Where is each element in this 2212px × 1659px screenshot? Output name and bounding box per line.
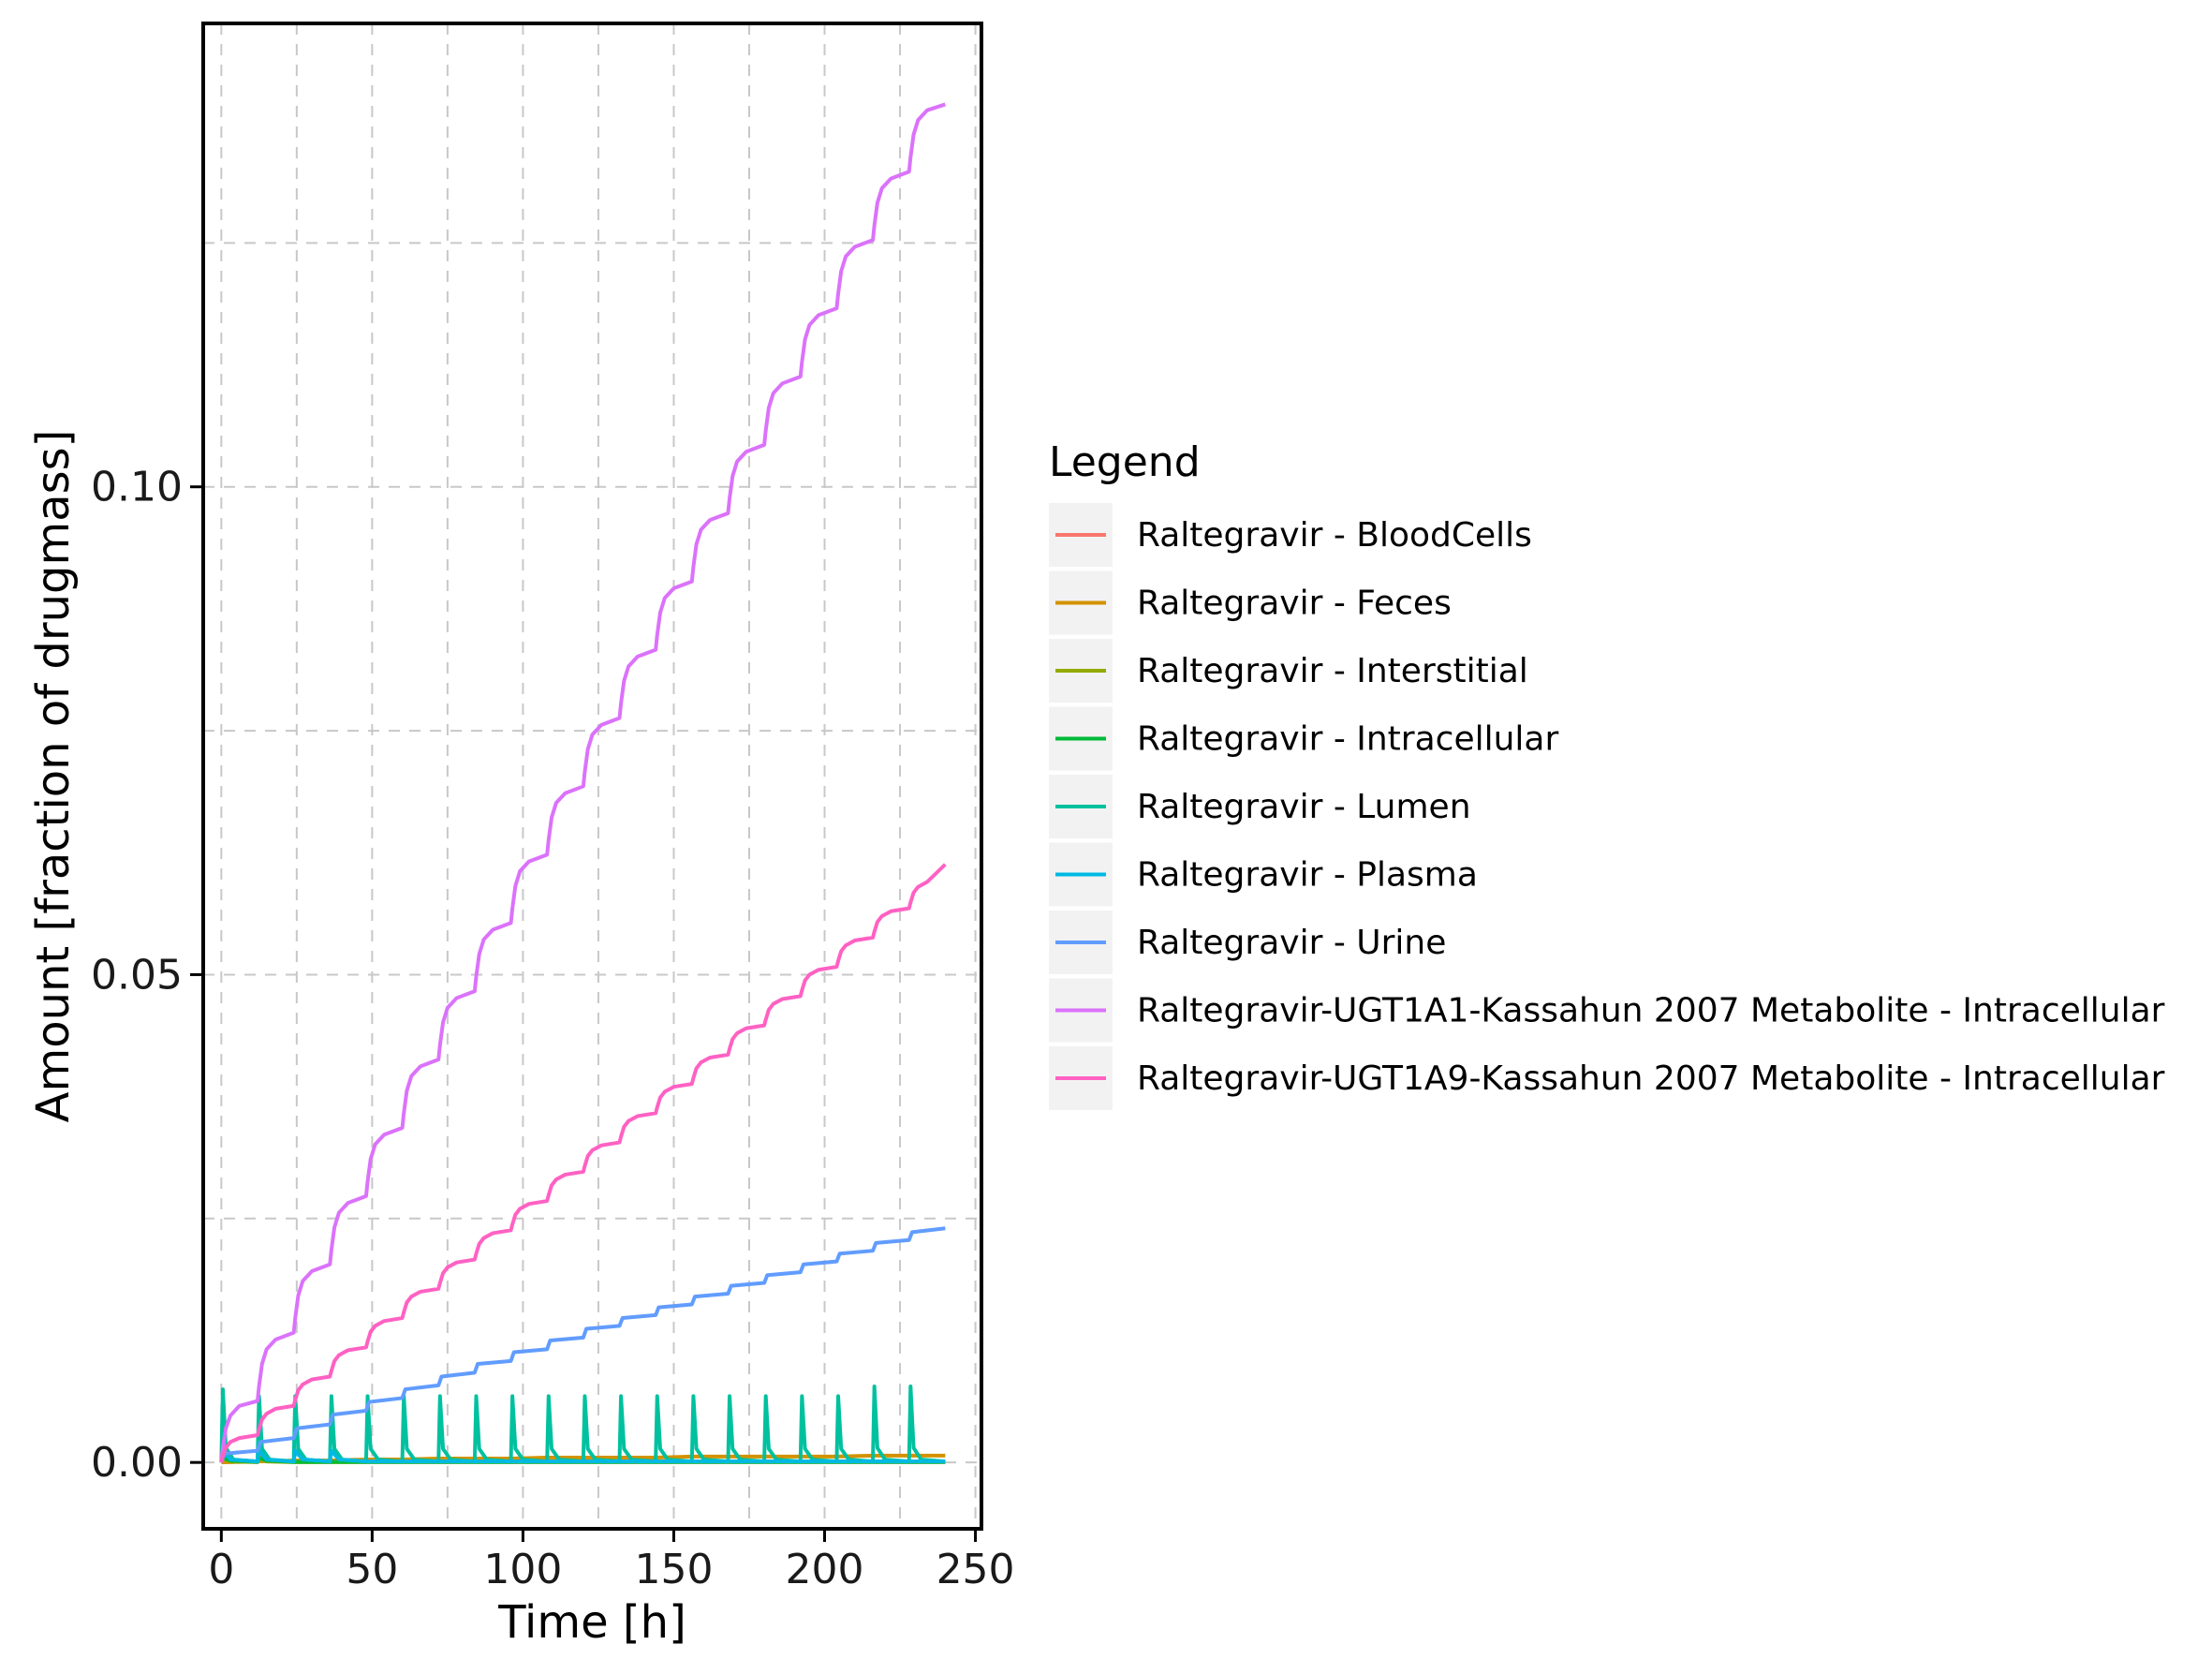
y-tick-label: 0.00	[91, 1439, 183, 1487]
legend-label: Raltegravir - Feces	[1137, 585, 1452, 623]
plot-panel-border	[201, 22, 983, 1531]
x-tick-label: 100	[483, 1546, 562, 1593]
legend-label: Raltegravir - Intracellular	[1137, 720, 1558, 759]
legend-label: Raltegravir - Interstitial	[1137, 652, 1528, 690]
y-axis-title: Amount [fraction of drugmass]	[27, 430, 80, 1123]
x-tick-label: 200	[786, 1546, 864, 1593]
legend-label: Raltegravir-UGT1A9-Kassahun 2007 Metabol…	[1137, 1059, 2165, 1098]
legend-item: Raltegravir - Interstitial	[1049, 639, 1528, 703]
x-axis-title: Time [h]	[497, 1596, 686, 1649]
legend-item: Raltegravir - Urine	[1049, 911, 1446, 974]
legend-label: Raltegravir - Urine	[1137, 924, 1446, 962]
x-axis: 0 50 100 150 200 250	[208, 1529, 1015, 1593]
x-tick-label: 250	[936, 1546, 1015, 1593]
legend-title: Legend	[1049, 438, 1201, 486]
legend-label: Raltegravir - BloodCells	[1137, 516, 1532, 555]
legend: Legend Raltegravir - BloodCells Raltegrav…	[1049, 438, 2165, 1110]
legend-item: Raltegravir-UGT1A1-Kassahun 2007 Metabol…	[1049, 978, 2165, 1043]
y-axis: 0.00 0.05 0.10	[91, 464, 203, 1487]
x-tick-label: 150	[634, 1546, 713, 1593]
y-tick-label: 0.05	[91, 951, 183, 999]
legend-item: Raltegravir - Intracellular	[1049, 706, 1558, 771]
legend-label: Raltegravir-UGT1A1-Kassahun 2007 Metabol…	[1137, 992, 2165, 1030]
series-layer	[219, 102, 947, 1465]
series-line-9	[219, 863, 947, 1463]
legend-label: Raltegravir - Lumen	[1137, 788, 1471, 826]
x-tick-label: 50	[346, 1546, 398, 1593]
legend-item: Raltegravir - Plasma	[1049, 842, 1478, 907]
legend-label: Raltegravir - Plasma	[1137, 856, 1478, 895]
series-line-6	[219, 1448, 946, 1464]
x-tick-label: 0	[208, 1546, 234, 1593]
legend-item: Raltegravir - Lumen	[1049, 775, 1471, 838]
y-tick-label: 0.10	[91, 464, 183, 511]
legend-item: Raltegravir - BloodCells	[1049, 503, 1532, 567]
series-line-8	[219, 102, 946, 1463]
legend-item: Raltegravir - Feces	[1049, 570, 1452, 635]
legend-item: Raltegravir-UGT1A9-Kassahun 2007 Metabol…	[1049, 1046, 2165, 1110]
series-line-7	[219, 1226, 946, 1463]
